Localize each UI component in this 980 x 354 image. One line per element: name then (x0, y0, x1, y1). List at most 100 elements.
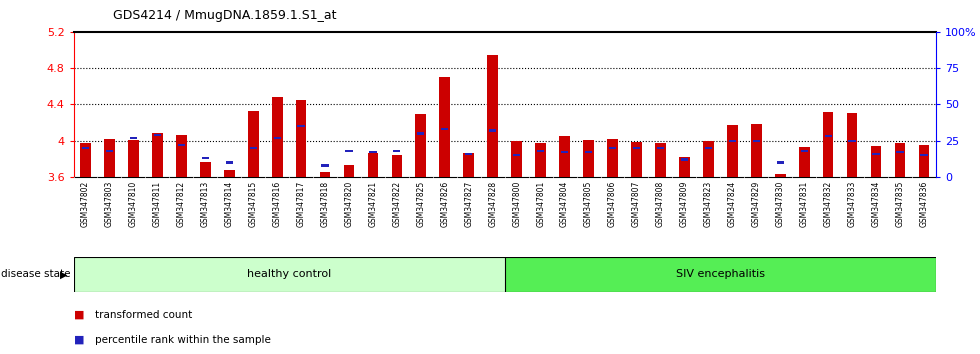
Bar (298, 125, 305, 127)
Bar (824, 135, 832, 137)
Bar (561, 151, 568, 154)
Text: percentile rank within the sample: percentile rank within the sample (95, 335, 270, 345)
Bar (822, 112, 833, 177)
Bar (655, 143, 665, 177)
Text: GSM347826: GSM347826 (440, 181, 449, 227)
Bar (250, 147, 257, 149)
Bar (872, 153, 880, 155)
Bar (344, 165, 355, 177)
Text: GSM347814: GSM347814 (224, 181, 233, 227)
Bar (801, 150, 808, 152)
Text: GSM347820: GSM347820 (345, 181, 354, 227)
Text: GSM347835: GSM347835 (896, 181, 905, 227)
Bar (345, 150, 353, 152)
Text: GSM347836: GSM347836 (919, 181, 928, 227)
Text: GSM347828: GSM347828 (488, 181, 497, 227)
Bar (487, 56, 498, 177)
Bar (537, 150, 544, 152)
Bar (870, 146, 881, 177)
Bar (585, 151, 592, 154)
Bar (489, 130, 496, 132)
Bar (583, 140, 594, 177)
Bar (729, 139, 736, 142)
Bar (705, 147, 711, 149)
Bar (505, 257, 936, 292)
Text: GSM347830: GSM347830 (776, 181, 785, 227)
Text: GSM347823: GSM347823 (704, 181, 712, 227)
Text: GSM347816: GSM347816 (272, 181, 281, 227)
Text: healthy control: healthy control (247, 269, 331, 279)
Text: GSM347806: GSM347806 (608, 181, 617, 227)
Bar (776, 161, 784, 164)
Text: GSM347827: GSM347827 (465, 181, 473, 227)
Bar (177, 144, 185, 146)
Bar (918, 145, 929, 177)
Bar (225, 161, 233, 164)
Text: ▶: ▶ (60, 269, 68, 279)
Bar (391, 155, 402, 177)
Bar (657, 147, 664, 149)
Bar (152, 133, 163, 177)
Bar (271, 97, 282, 177)
Bar (393, 150, 401, 152)
Text: ■: ■ (74, 335, 84, 345)
Bar (512, 141, 522, 177)
Text: GSM347812: GSM347812 (176, 181, 186, 227)
Bar (631, 142, 642, 177)
Bar (200, 161, 211, 177)
Bar (753, 139, 760, 142)
Bar (849, 139, 856, 142)
Bar (847, 113, 858, 177)
Bar (441, 128, 449, 130)
Bar (439, 77, 450, 177)
Text: GSM347818: GSM347818 (320, 181, 329, 227)
Bar (560, 136, 570, 177)
Bar (775, 174, 786, 177)
Text: GSM347800: GSM347800 (513, 181, 521, 227)
Bar (129, 137, 137, 139)
Text: GSM347829: GSM347829 (752, 181, 760, 227)
Bar (799, 147, 809, 177)
Bar (920, 154, 927, 156)
Bar (679, 157, 690, 177)
Bar (319, 172, 330, 177)
Text: ■: ■ (74, 310, 84, 320)
Bar (751, 124, 761, 177)
Bar (703, 141, 713, 177)
Bar (273, 137, 280, 139)
Text: GSM347813: GSM347813 (201, 181, 210, 227)
Bar (681, 159, 688, 161)
Text: GSM347832: GSM347832 (823, 181, 833, 227)
Bar (464, 153, 474, 177)
Text: GSM347824: GSM347824 (728, 181, 737, 227)
Bar (74, 257, 505, 292)
Bar (466, 153, 472, 155)
Text: GSM347804: GSM347804 (561, 181, 569, 227)
Text: GSM347808: GSM347808 (656, 181, 664, 227)
Bar (128, 140, 139, 177)
Text: GSM347809: GSM347809 (680, 181, 689, 227)
Text: GSM347825: GSM347825 (416, 181, 425, 227)
Bar (175, 135, 186, 177)
Text: GSM347807: GSM347807 (632, 181, 641, 227)
Bar (727, 125, 738, 177)
Text: GSM347802: GSM347802 (81, 181, 90, 227)
Bar (633, 147, 640, 149)
Bar (897, 151, 904, 154)
Text: GSM347815: GSM347815 (249, 181, 258, 227)
Text: GSM347805: GSM347805 (584, 181, 593, 227)
Bar (609, 147, 616, 149)
Text: GSM347833: GSM347833 (848, 181, 857, 227)
Text: disease state: disease state (1, 269, 71, 279)
Bar (514, 154, 520, 156)
Text: GSM347810: GSM347810 (129, 181, 138, 227)
Bar (417, 132, 424, 135)
Bar (80, 143, 91, 177)
Bar (106, 150, 113, 152)
Bar (321, 164, 328, 166)
Bar (296, 100, 307, 177)
Bar (202, 157, 209, 159)
Bar (369, 151, 376, 154)
Bar (104, 139, 115, 177)
Bar (535, 143, 546, 177)
